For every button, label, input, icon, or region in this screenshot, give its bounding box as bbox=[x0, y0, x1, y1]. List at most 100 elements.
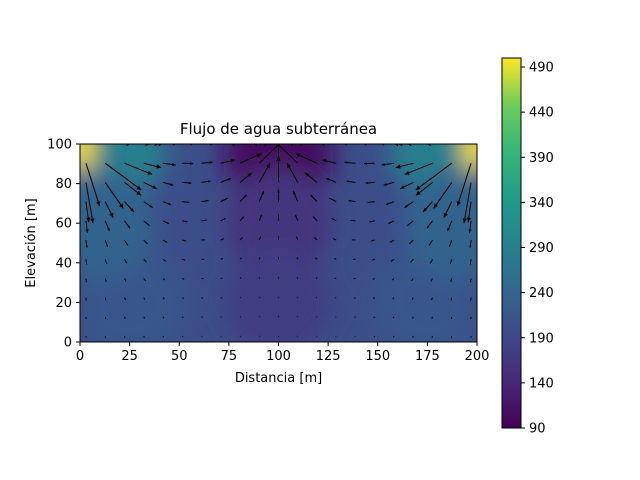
quiver-arrow bbox=[143, 278, 146, 282]
quiver-arrow bbox=[143, 162, 162, 169]
quiver-arrow bbox=[367, 201, 375, 204]
field-sample bbox=[80, 168, 155, 279]
colorbar-ticks: 90 140 190 240 290 340 390 440 490 bbox=[521, 61, 554, 437]
y-axis: 0 20 40 60 80 100 bbox=[47, 138, 80, 351]
quiver-arrow bbox=[373, 316, 376, 319]
quiver-arrow bbox=[277, 144, 299, 164]
quiver-arrow bbox=[239, 194, 247, 202]
quiver-arrow bbox=[143, 297, 146, 300]
quiver-arrow bbox=[124, 278, 127, 282]
quiver-arrow bbox=[329, 197, 337, 203]
y-tick-label: 100 bbox=[47, 138, 72, 153]
field-sample bbox=[223, 247, 334, 342]
quiver-arrow bbox=[310, 194, 318, 202]
colorbar-tick-label: 290 bbox=[529, 241, 554, 256]
quiver-arrow bbox=[124, 258, 128, 264]
quiver-arrow bbox=[443, 201, 453, 218]
quiver-arrow bbox=[315, 277, 318, 279]
quiver-arrow bbox=[428, 239, 433, 246]
x-tick-label: 75 bbox=[221, 349, 238, 364]
quiver-arrow bbox=[181, 297, 184, 300]
quiver-arrow bbox=[258, 214, 263, 222]
quiver-arrow bbox=[201, 161, 213, 164]
quiver-arrow bbox=[182, 220, 188, 223]
quiver-arrow bbox=[201, 335, 203, 338]
quiver-arrow bbox=[104, 182, 124, 209]
y-tick-label: 40 bbox=[55, 256, 72, 271]
quiver-arrow bbox=[162, 201, 172, 206]
quiver-arrow bbox=[404, 201, 414, 209]
quiver-arrow bbox=[239, 153, 262, 164]
quiver-arrow bbox=[320, 144, 337, 147]
quiver-arrow bbox=[182, 181, 192, 185]
quiver-arrow bbox=[332, 238, 337, 241]
quiver-arrow bbox=[370, 239, 375, 242]
quiver-arrow bbox=[344, 161, 356, 164]
quiver-arrow bbox=[388, 220, 395, 225]
quiver-arrow bbox=[426, 220, 433, 229]
quiver-arrow bbox=[124, 182, 142, 196]
x-axis: 0 25 50 75 100 125 150 175 200 bbox=[76, 342, 489, 364]
quiver-arrow bbox=[104, 220, 110, 232]
quiver-arrow bbox=[143, 316, 146, 319]
quiver-arrow bbox=[124, 162, 153, 175]
quiver-arrow bbox=[469, 239, 472, 248]
quiver-arrow bbox=[239, 237, 243, 241]
quiver-arrow bbox=[393, 144, 414, 147]
quiver-arrow bbox=[411, 278, 414, 282]
quiver-arrow bbox=[348, 199, 356, 203]
quiver-arrow bbox=[124, 220, 131, 229]
quiver-arrow bbox=[259, 144, 305, 147]
quiver-arrow bbox=[258, 277, 261, 279]
quiver-arrow bbox=[258, 257, 261, 260]
quiver-arrow bbox=[258, 162, 271, 183]
quiver-arrow bbox=[295, 153, 318, 164]
x-tick-label: 175 bbox=[415, 349, 440, 364]
quiver-arrow bbox=[162, 278, 166, 281]
quiver-arrow bbox=[389, 239, 395, 243]
x-axis-label: Distancia [m] bbox=[235, 371, 322, 386]
quiver-arrow bbox=[431, 316, 433, 319]
colorbar-tick-label: 340 bbox=[529, 196, 554, 211]
colorbar-tick-label: 440 bbox=[529, 106, 554, 121]
quiver-arrow bbox=[447, 220, 453, 232]
quiver-arrow bbox=[410, 258, 414, 263]
quiver-arrow bbox=[143, 239, 149, 245]
quiver-arrow bbox=[162, 239, 168, 243]
quiver-arrow bbox=[104, 201, 114, 218]
quiver-arrow bbox=[239, 144, 269, 147]
quiver-arrow bbox=[363, 162, 375, 165]
quiver-arrow bbox=[304, 172, 318, 183]
x-tick-label: 150 bbox=[365, 349, 390, 364]
quiver-arrow bbox=[143, 181, 157, 190]
quiver-arrow bbox=[373, 335, 376, 338]
quiver-arrow bbox=[239, 172, 253, 183]
quiver-arrow bbox=[239, 257, 242, 260]
quiver-arrow bbox=[314, 237, 318, 241]
quiver-arrow bbox=[331, 217, 337, 222]
quiver-arrow bbox=[181, 316, 184, 319]
quiver-arrow bbox=[85, 278, 87, 283]
quiver-arrow bbox=[124, 201, 135, 213]
quiver-arrow bbox=[104, 239, 109, 248]
quiver-arrow bbox=[466, 201, 472, 223]
quiver-arrow bbox=[392, 297, 395, 300]
quiver-arrow bbox=[415, 162, 453, 191]
quiver-arrow bbox=[354, 316, 356, 318]
quiver-arrow bbox=[450, 278, 453, 283]
quiver-arrow bbox=[408, 239, 414, 245]
quiver-arrow bbox=[124, 297, 127, 301]
quiver-arrow bbox=[426, 144, 472, 147]
field-blobs bbox=[80, 144, 477, 342]
chart-title: Flujo de agua subterránea bbox=[180, 120, 377, 138]
quiver-arrow bbox=[85, 182, 95, 224]
colorbar: 90 140 190 240 290 340 390 440 490 bbox=[501, 57, 554, 437]
quiver-arrow bbox=[85, 259, 88, 265]
quiver-arrow bbox=[220, 238, 225, 241]
quiver-arrow bbox=[350, 219, 356, 222]
quiver-arrow bbox=[162, 162, 176, 167]
quiver-arrow bbox=[430, 278, 433, 282]
quiver-arrow bbox=[395, 162, 414, 169]
quiver-arrow bbox=[182, 162, 194, 165]
quiver-arrow bbox=[462, 182, 472, 224]
